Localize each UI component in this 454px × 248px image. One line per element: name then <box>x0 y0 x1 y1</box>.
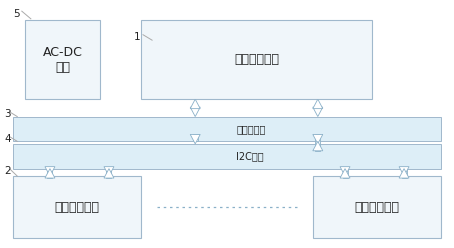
Polygon shape <box>402 167 407 178</box>
Polygon shape <box>192 107 198 109</box>
Polygon shape <box>45 167 55 176</box>
Polygon shape <box>190 99 200 109</box>
Polygon shape <box>315 107 321 109</box>
Polygon shape <box>48 167 53 178</box>
Text: 3: 3 <box>5 109 11 119</box>
Polygon shape <box>13 117 441 141</box>
Polygon shape <box>313 141 323 151</box>
Polygon shape <box>313 134 323 144</box>
Text: 功率发射电路: 功率发射电路 <box>54 201 99 214</box>
Polygon shape <box>106 167 112 178</box>
Polygon shape <box>313 99 323 109</box>
Polygon shape <box>45 169 55 178</box>
Text: 2: 2 <box>5 166 11 176</box>
Polygon shape <box>313 176 441 238</box>
Polygon shape <box>313 107 323 117</box>
Text: 自定义总线: 自定义总线 <box>236 124 266 134</box>
Polygon shape <box>340 169 350 178</box>
Polygon shape <box>399 167 409 176</box>
Text: 4: 4 <box>5 134 11 144</box>
Text: 管理控制电路: 管理控制电路 <box>234 53 279 66</box>
Polygon shape <box>190 134 200 144</box>
Polygon shape <box>343 167 348 178</box>
Polygon shape <box>104 167 114 176</box>
Polygon shape <box>13 176 141 238</box>
Text: 功率发射电路: 功率发射电路 <box>355 201 400 214</box>
Polygon shape <box>340 167 350 176</box>
Polygon shape <box>399 169 409 178</box>
Text: 1: 1 <box>134 32 141 42</box>
Text: 5: 5 <box>13 9 20 19</box>
Polygon shape <box>141 20 372 99</box>
Text: I2C总线: I2C总线 <box>236 151 264 161</box>
Polygon shape <box>192 134 198 141</box>
Polygon shape <box>25 20 100 99</box>
Polygon shape <box>315 134 321 151</box>
Text: AC-DC
电源: AC-DC 电源 <box>43 46 82 73</box>
Polygon shape <box>104 169 114 178</box>
Polygon shape <box>13 144 441 169</box>
Polygon shape <box>190 107 200 117</box>
